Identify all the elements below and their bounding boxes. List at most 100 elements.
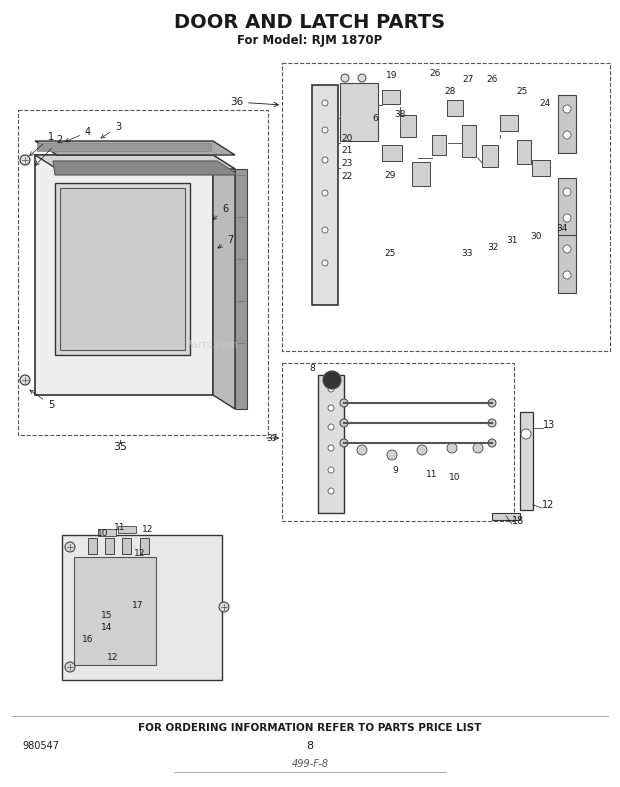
Circle shape	[328, 445, 334, 451]
Circle shape	[328, 467, 334, 473]
Bar	[520, 412, 533, 510]
Circle shape	[328, 386, 334, 392]
Bar	[462, 125, 476, 157]
Bar	[312, 85, 338, 305]
Polygon shape	[35, 155, 235, 169]
Text: 12: 12	[143, 526, 154, 534]
Text: 12: 12	[107, 653, 118, 663]
Text: FOR ORDERING INFORMATION REFER TO PARTS PRICE LIST: FOR ORDERING INFORMATION REFER TO PARTS …	[138, 723, 482, 733]
Bar	[558, 235, 576, 293]
Circle shape	[219, 602, 229, 612]
Bar	[517, 140, 531, 164]
Circle shape	[340, 399, 348, 407]
Text: 1: 1	[30, 132, 54, 156]
Circle shape	[563, 245, 571, 253]
Circle shape	[322, 100, 328, 106]
Bar	[74, 557, 156, 665]
Circle shape	[563, 131, 571, 139]
Bar	[492, 513, 520, 520]
Text: 37: 37	[266, 434, 278, 442]
Circle shape	[65, 662, 75, 672]
Text: 8: 8	[306, 741, 314, 751]
Text: 17: 17	[132, 600, 144, 609]
Circle shape	[322, 157, 328, 163]
Text: 7: 7	[218, 235, 233, 248]
Circle shape	[322, 127, 328, 133]
Text: 38: 38	[394, 109, 405, 119]
Circle shape	[323, 371, 341, 389]
Text: 26: 26	[429, 68, 441, 77]
Bar	[340, 83, 378, 141]
Text: 35: 35	[113, 442, 127, 452]
Bar	[98, 529, 116, 536]
Text: 19: 19	[386, 71, 398, 79]
Circle shape	[322, 190, 328, 196]
Text: 3: 3	[101, 122, 121, 138]
Bar	[35, 155, 213, 395]
Text: 29: 29	[384, 171, 396, 179]
Text: 6: 6	[372, 113, 378, 123]
Text: 14: 14	[101, 623, 113, 633]
Bar	[382, 145, 402, 161]
Text: 11: 11	[114, 523, 126, 533]
Text: eReplacementParts.com: eReplacementParts.com	[112, 340, 238, 350]
Text: 4: 4	[65, 127, 91, 142]
Circle shape	[488, 399, 496, 407]
Polygon shape	[35, 141, 235, 155]
Bar	[282, 63, 610, 351]
Polygon shape	[213, 155, 235, 409]
Bar	[282, 363, 514, 521]
Text: 13: 13	[543, 420, 556, 430]
Text: 18: 18	[512, 516, 525, 526]
Text: 499-F-8: 499-F-8	[291, 759, 329, 769]
Text: 26: 26	[486, 75, 498, 83]
Circle shape	[20, 155, 30, 165]
Text: 9: 9	[392, 465, 398, 475]
Circle shape	[488, 439, 496, 447]
Bar	[500, 115, 518, 131]
Circle shape	[322, 260, 328, 266]
Bar	[62, 535, 222, 680]
Polygon shape	[53, 161, 239, 175]
Bar	[432, 135, 446, 155]
Bar	[447, 100, 463, 116]
Text: 21: 21	[342, 146, 353, 154]
Text: 25: 25	[384, 249, 396, 257]
Text: 5: 5	[30, 390, 55, 410]
Text: 23: 23	[342, 158, 353, 168]
Text: 8: 8	[309, 364, 315, 372]
Circle shape	[357, 445, 367, 455]
Bar	[88, 538, 97, 554]
Text: 33: 33	[461, 249, 472, 257]
Bar	[558, 178, 576, 236]
Bar	[105, 538, 114, 554]
Text: 22: 22	[342, 172, 353, 180]
Circle shape	[328, 488, 334, 494]
Text: 10: 10	[97, 529, 108, 538]
Bar	[382, 90, 400, 104]
Text: 24: 24	[539, 98, 551, 108]
Text: 34: 34	[556, 224, 568, 232]
Text: 12: 12	[135, 549, 146, 557]
Circle shape	[328, 405, 334, 411]
Circle shape	[488, 419, 496, 427]
Circle shape	[417, 445, 427, 455]
Polygon shape	[235, 169, 247, 409]
Circle shape	[358, 74, 366, 82]
Bar	[140, 538, 149, 554]
Bar	[318, 375, 344, 513]
Text: 20: 20	[342, 134, 353, 142]
Bar	[18, 110, 268, 435]
Circle shape	[340, 419, 348, 427]
Bar	[37, 143, 211, 151]
Text: For Model: RJM 1870P: For Model: RJM 1870P	[237, 34, 383, 46]
Circle shape	[340, 439, 348, 447]
Circle shape	[473, 443, 483, 453]
Circle shape	[341, 74, 349, 82]
Circle shape	[447, 443, 457, 453]
Text: 36: 36	[230, 97, 278, 107]
Circle shape	[328, 424, 334, 430]
Text: 31: 31	[507, 235, 518, 245]
Text: 2: 2	[35, 135, 62, 165]
Text: 30: 30	[530, 231, 542, 241]
